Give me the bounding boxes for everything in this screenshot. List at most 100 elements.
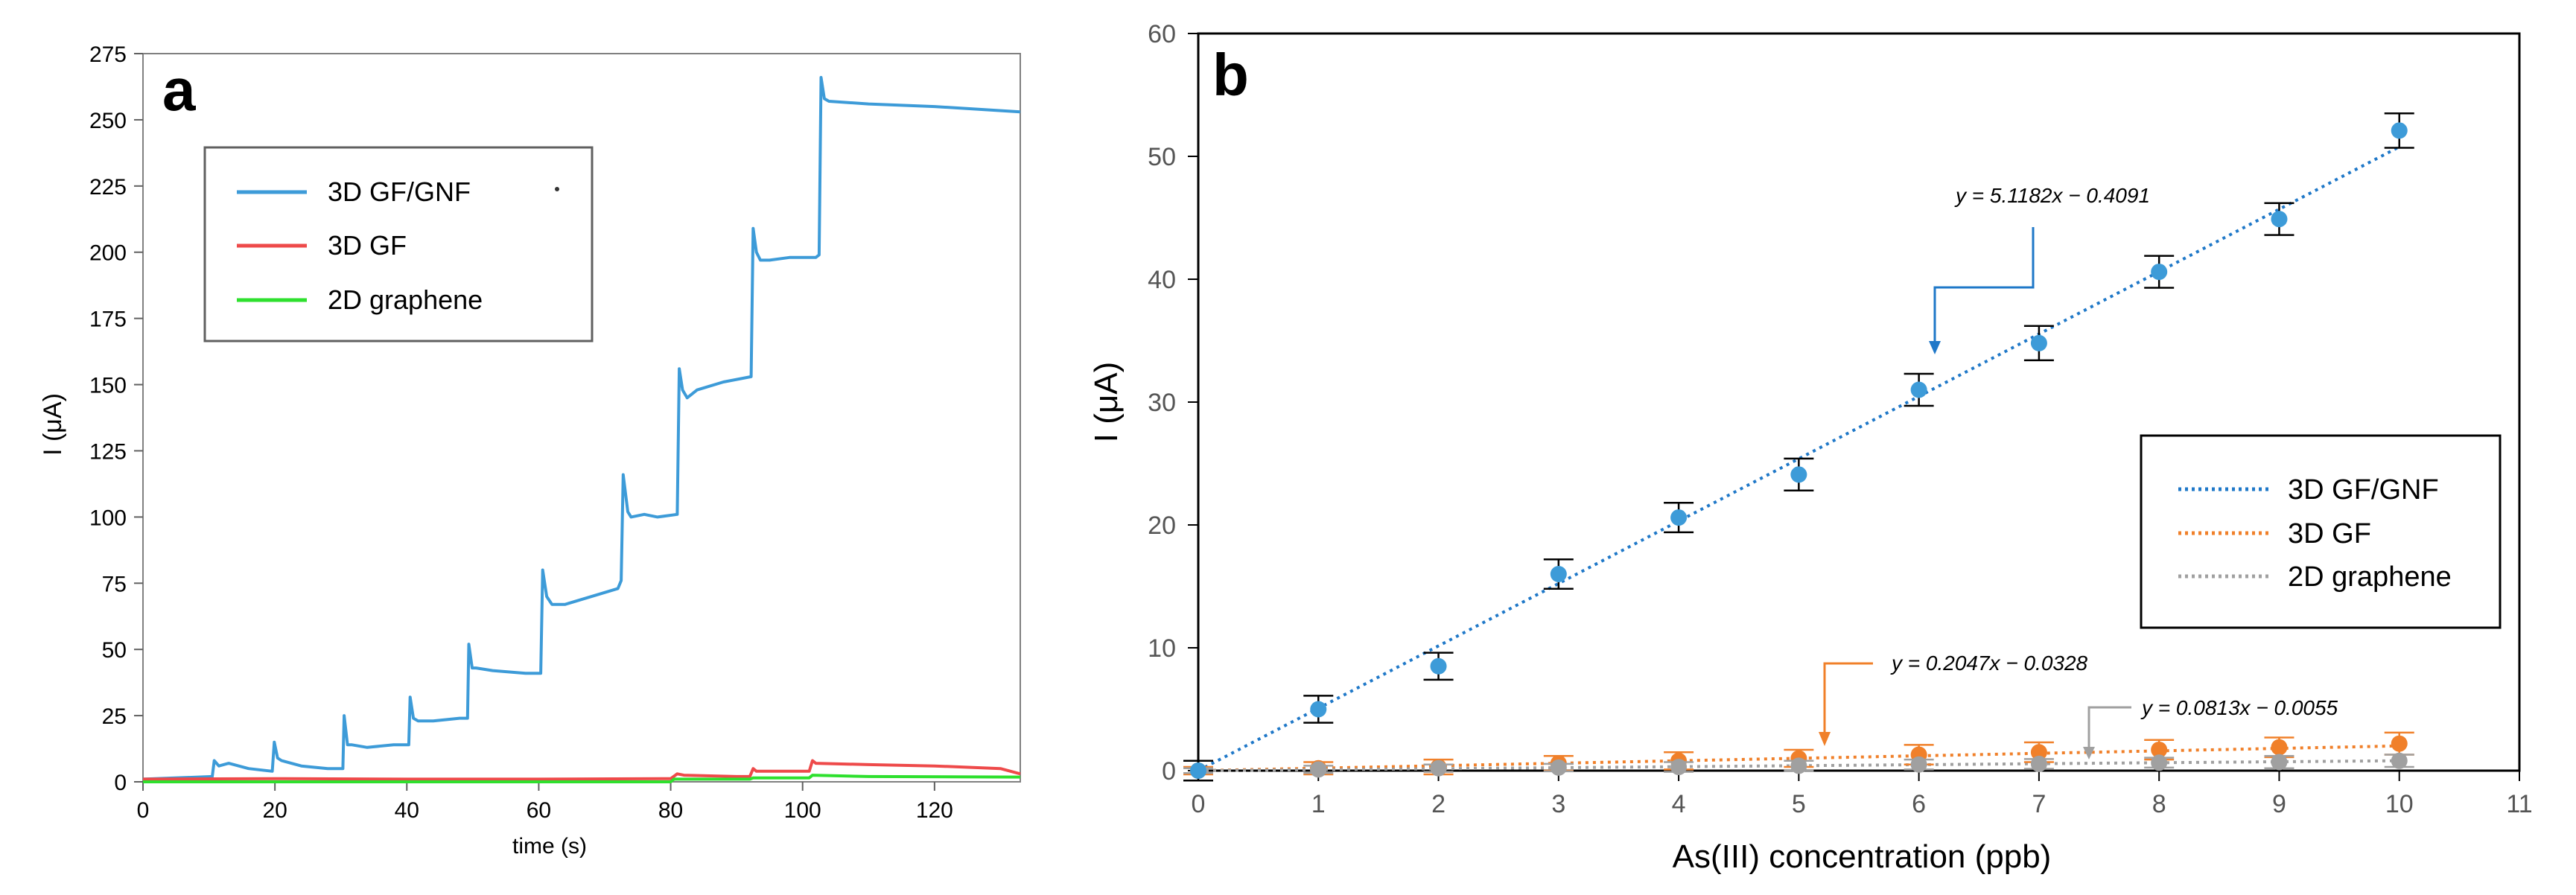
x-tick-label-b-10: 10 bbox=[2385, 790, 2414, 818]
annotation-arrowhead-2 bbox=[1819, 732, 1831, 746]
legend-b: 3D GF/GNF 3D GF 2D graphene bbox=[2140, 434, 2502, 629]
x-tick-label-b-5: 5 bbox=[1792, 790, 1806, 818]
data-point-b-1-5 bbox=[1790, 466, 1807, 483]
x-tick-label-a-2: 40 bbox=[395, 798, 419, 823]
legend-label-b-3: 2D graphene bbox=[2288, 561, 2452, 593]
y-tick-label-a-5: 125 bbox=[89, 439, 127, 464]
x-tick-label-b-0: 0 bbox=[1192, 790, 1206, 818]
x-tick-label-a-1: 20 bbox=[262, 798, 287, 823]
annotation-arrow-1 bbox=[1933, 227, 2035, 343]
x-tick-label-b-2: 2 bbox=[1431, 790, 1446, 818]
data-points-b bbox=[1183, 112, 2414, 782]
fit-line-b-3 bbox=[1198, 759, 2400, 772]
legend-dot-a bbox=[555, 187, 559, 191]
x-tick-label-b-9: 9 bbox=[2272, 790, 2286, 818]
x-tick-label-b-4: 4 bbox=[1672, 790, 1686, 818]
fit-equation-1: y = 5.1182x − 0.4091 bbox=[1954, 184, 2150, 207]
series-line-a-2 bbox=[142, 759, 1021, 781]
data-point-b-3-5 bbox=[1790, 757, 1807, 774]
x-tick-label-b-8: 8 bbox=[2152, 790, 2166, 818]
axis-ticks-b: 0 10 20 30 40 50 60 0 1 2 3 4 5 6 7 8 9 10 11 bbox=[1148, 20, 2532, 818]
y-tick-label-a-1: 25 bbox=[102, 704, 127, 729]
y-axis-label-a: I (μA) bbox=[39, 393, 67, 456]
annotation-fit-3: y = 0.0813x − 0.0055 bbox=[2083, 696, 2338, 759]
data-point-b-3-6 bbox=[1910, 756, 1927, 773]
y-tick-label-b-0: 0 bbox=[1162, 757, 1176, 786]
panel-label-a: a bbox=[162, 57, 196, 123]
data-point-b-3-10 bbox=[2391, 752, 2408, 769]
data-point-b-2-8 bbox=[2151, 741, 2168, 758]
x-tick-label-b-3: 3 bbox=[1551, 790, 1565, 818]
data-point-b-1-6 bbox=[1910, 381, 1927, 398]
annotation-arrowhead-1 bbox=[1929, 341, 1941, 354]
data-point-b-3-3 bbox=[1550, 759, 1567, 776]
y-tick-label-b-3: 30 bbox=[1148, 389, 1176, 417]
annotation-fit-1: y = 5.1182x − 0.4091 bbox=[1929, 184, 2150, 354]
x-tick-label-a-6: 120 bbox=[916, 798, 953, 823]
y-tick-label-a-2: 50 bbox=[102, 638, 127, 663]
fit-line-b-1 bbox=[1198, 145, 2400, 772]
y-axis-label-b: I (μA) bbox=[1088, 362, 1125, 442]
fit-equation-3: y = 0.0813x − 0.0055 bbox=[2140, 696, 2338, 719]
x-tick-label-a-0: 0 bbox=[137, 798, 150, 823]
x-tick-label-b-1: 1 bbox=[1311, 790, 1326, 818]
x-tick-label-a-5: 100 bbox=[784, 798, 821, 823]
data-point-b-1-8 bbox=[2151, 264, 2168, 281]
annotation-arrowhead-3 bbox=[2083, 747, 2095, 759]
legend-label-a-1: 3D GF/GNF bbox=[328, 176, 471, 207]
annotation-fit-2: y = 0.2047x − 0.0328 bbox=[1819, 652, 2088, 746]
y-tick-label-a-4: 100 bbox=[89, 506, 127, 530]
x-axis-label-b: As(III) concentration (ppb) bbox=[1673, 838, 2052, 875]
data-point-b-3-1 bbox=[1310, 761, 1327, 778]
series-group-a bbox=[142, 76, 1021, 783]
x-tick-label-b-7: 7 bbox=[2032, 790, 2046, 818]
panel-label-b: b bbox=[1212, 42, 1249, 108]
x-axis-label-a: time (s) bbox=[512, 834, 587, 859]
y-tick-label-a-8: 200 bbox=[89, 241, 127, 266]
y-tick-label-a-11: 275 bbox=[89, 42, 127, 67]
legend-label-b-2: 3D GF bbox=[2288, 518, 2371, 550]
annotation-arrow-2 bbox=[1823, 662, 1873, 733]
legend-label-a-2: 3D GF bbox=[328, 230, 407, 261]
data-point-b-2-9 bbox=[2271, 739, 2288, 756]
data-point-b-1-4 bbox=[1670, 509, 1688, 526]
data-point-b-1-1 bbox=[1310, 701, 1327, 718]
y-tick-label-a-10: 250 bbox=[89, 109, 127, 133]
x-tick-label-b-6: 6 bbox=[1912, 790, 1926, 818]
y-tick-label-b-5: 50 bbox=[1148, 143, 1176, 171]
x-tick-label-a-4: 80 bbox=[658, 798, 683, 823]
x-tick-label-a-3: 60 bbox=[527, 798, 551, 823]
fit-equation-2: y = 0.2047x − 0.0328 bbox=[1890, 652, 2088, 675]
y-tick-label-a-3: 75 bbox=[102, 572, 127, 596]
data-point-b-1-2 bbox=[1430, 657, 1447, 675]
series-line-a-3 bbox=[143, 774, 1021, 783]
x-tick-label-b-11: 11 bbox=[2506, 790, 2532, 818]
data-point-b-2-10 bbox=[2391, 735, 2408, 752]
data-point-b-1-10 bbox=[2391, 122, 2408, 139]
y-tick-label-a-0: 0 bbox=[114, 771, 127, 795]
annotation-arrow-3 bbox=[2087, 706, 2131, 748]
y-tick-label-b-4: 40 bbox=[1148, 266, 1176, 294]
y-tick-label-a-9: 225 bbox=[89, 175, 127, 200]
data-point-b-2-7 bbox=[2030, 744, 2047, 761]
data-point-b-3-4 bbox=[1670, 759, 1688, 776]
data-point-b-3-8 bbox=[2151, 754, 2168, 771]
data-point-b-3-9 bbox=[2271, 754, 2288, 771]
series-line-a-1 bbox=[142, 76, 1021, 781]
y-tick-label-a-7: 175 bbox=[89, 308, 127, 332]
data-point-b-1-9 bbox=[2271, 211, 2288, 228]
axis-ticks-a: 0 25 50 75 100 125 150 175 200 225 250 275 0 20 40 60 80… bbox=[89, 42, 953, 823]
data-point-b-3-2 bbox=[1430, 759, 1447, 777]
legend-label-a-3: 2D graphene bbox=[328, 284, 483, 315]
legend-label-b-1: 3D GF/GNF bbox=[2288, 474, 2439, 506]
plot-frame-b bbox=[1197, 32, 2521, 772]
fit-lines-b bbox=[1198, 145, 2400, 772]
data-point-b-1-7 bbox=[2030, 334, 2047, 351]
data-point-b-3-7 bbox=[2030, 755, 2047, 772]
y-tick-label-b-2: 20 bbox=[1148, 512, 1176, 540]
data-point-b-1-3 bbox=[1550, 566, 1567, 582]
legend-a: 3D GF/GNF 3D GF 2D graphene bbox=[203, 146, 594, 343]
y-tick-label-b-6: 60 bbox=[1148, 20, 1176, 48]
y-tick-label-b-1: 10 bbox=[1148, 634, 1176, 663]
